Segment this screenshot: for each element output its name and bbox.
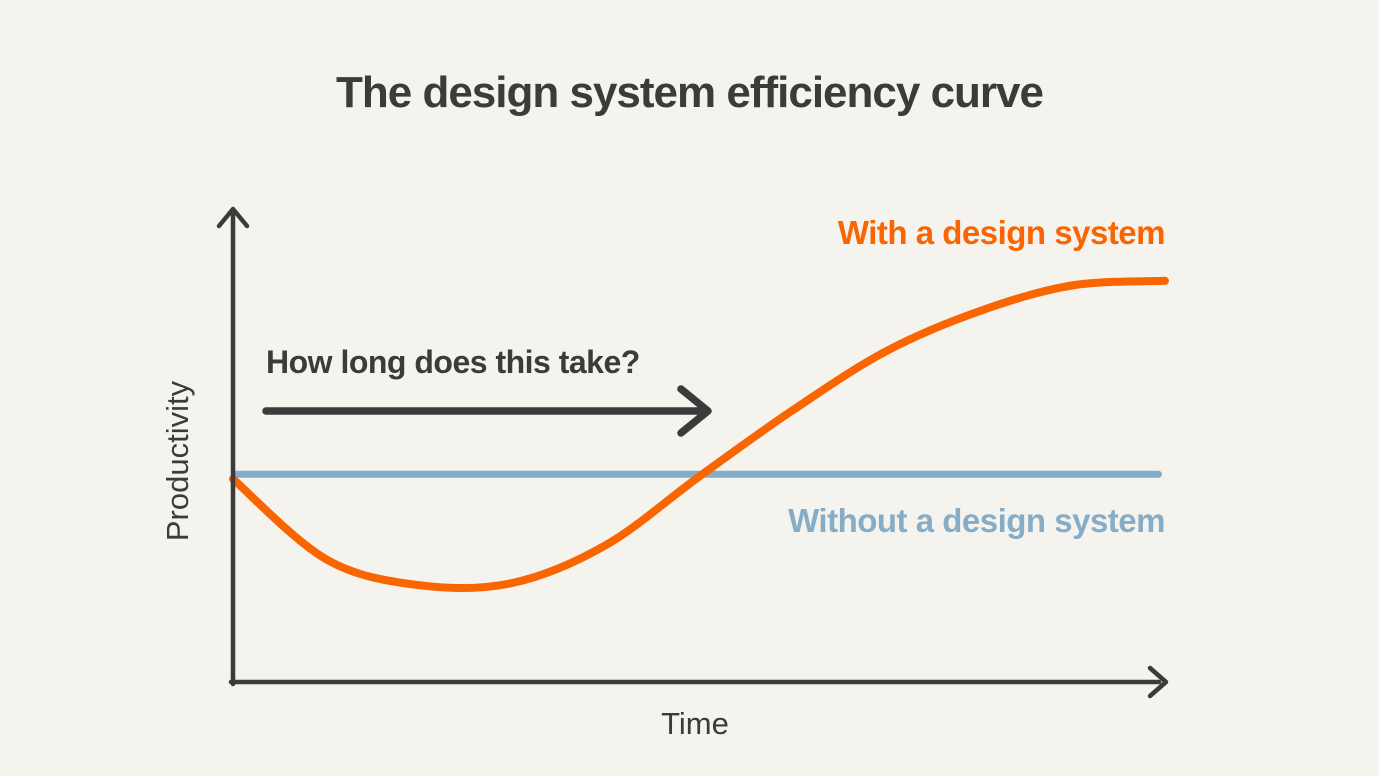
annotation-text: How long does this take? [266,344,640,380]
x-axis-arrowhead-icon [1147,665,1169,699]
series-label-without-design-system: Without a design system [788,502,1165,539]
y-axis-label: Productivity [160,380,195,542]
x-axis [228,665,1169,699]
y-axis-arrowhead-icon [216,206,250,229]
annotation-arrowhead-icon [677,385,712,437]
y-axis [216,206,250,687]
with-design-system-curve [229,276,1169,593]
x-axis-label: Time [661,706,729,741]
series-label-with-design-system: With a design system [837,214,1166,251]
chart-title: The design system efficiency curve [336,68,1044,117]
annotation-arrow [262,385,712,437]
